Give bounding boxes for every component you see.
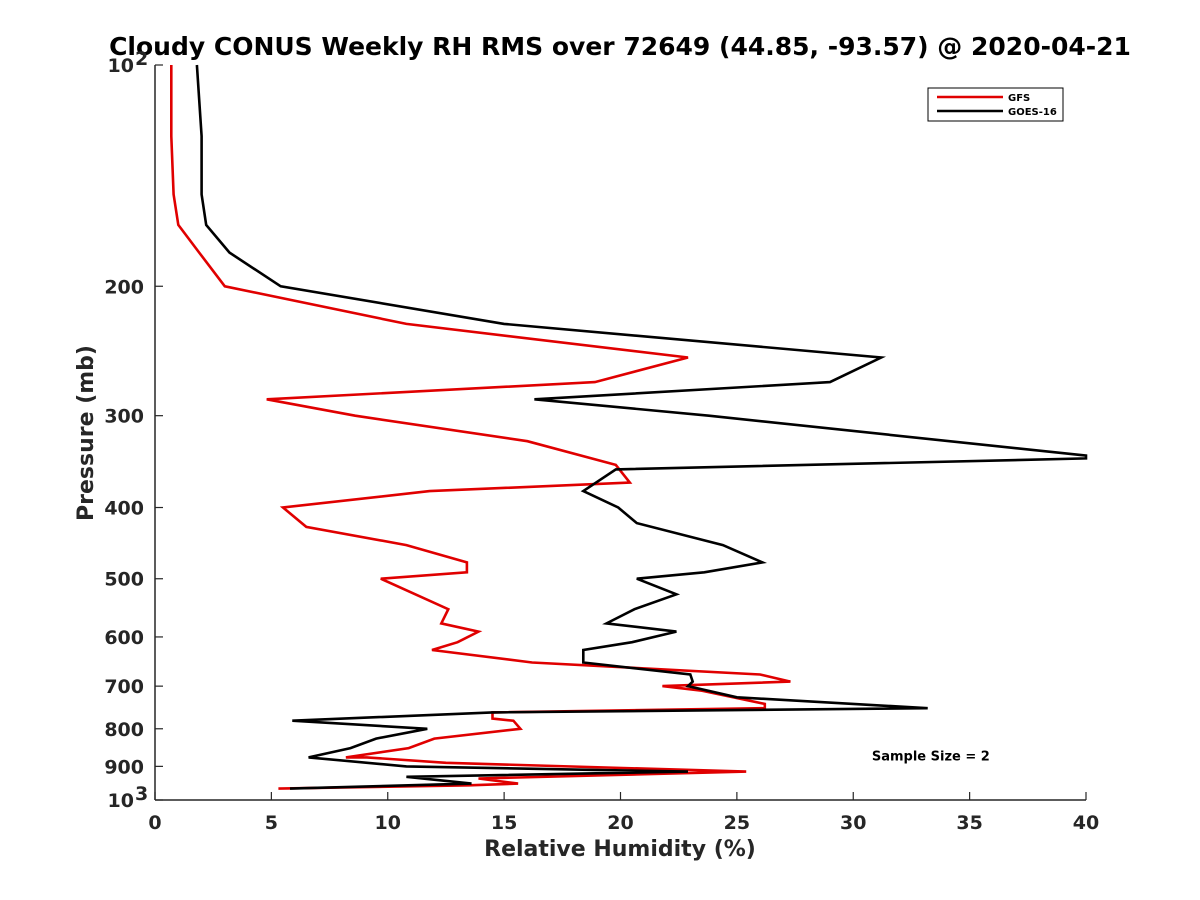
x-tick-label: 5 — [265, 812, 278, 834]
x-tick-label: 40 — [1073, 812, 1099, 834]
x-axis-label: Relative Humidity (%) — [484, 837, 756, 862]
y-tick-exponent: 2 — [135, 48, 148, 70]
x-tick-label: 20 — [607, 812, 633, 834]
series-line-goes16 — [195, 64, 1088, 790]
legend-label-goes16: GOES-16 — [1008, 107, 1057, 118]
y-tick-label: 400 — [104, 498, 144, 520]
y-tick-label: 500 — [104, 569, 144, 591]
x-ticks: 0 5 10 15 20 25 30 35 40 — [148, 792, 1099, 834]
y-tick-label: 300 — [104, 406, 144, 428]
x-tick-label: 35 — [956, 812, 982, 834]
x-tick-label: 0 — [148, 812, 161, 834]
x-tick-label: 10 — [375, 812, 401, 834]
x-tick-label: 15 — [491, 812, 517, 834]
y-tick-label: 10 — [108, 790, 134, 812]
series-layer — [170, 64, 1088, 790]
sample-size-annotation: Sample Size = 2 — [872, 750, 990, 765]
y-tick-label: 800 — [104, 719, 144, 741]
x-tick-label: 25 — [724, 812, 750, 834]
legend-box — [927, 87, 1064, 122]
series-line-gfs — [170, 65, 791, 790]
legend: GFS GOES-16 — [927, 87, 1064, 122]
plot-area: 0 5 10 15 20 25 30 35 40 10 220030040050060070080… — [104, 48, 1099, 834]
chart-title: Cloudy CONUS Weekly RH RMS over 72649 (4… — [109, 32, 1131, 61]
y-axis-label: Pressure (mb) — [74, 345, 99, 521]
y-tick-label: 200 — [104, 276, 144, 298]
y-tick-label: 900 — [104, 756, 144, 778]
x-tick-label: 30 — [840, 812, 866, 834]
y-tick-exponent: 3 — [135, 783, 148, 805]
y-tick-label: 10 — [108, 55, 134, 77]
y-tick-label: 700 — [104, 676, 144, 698]
y-tick-label: 600 — [104, 627, 144, 649]
legend-label-gfs: GFS — [1008, 93, 1030, 104]
